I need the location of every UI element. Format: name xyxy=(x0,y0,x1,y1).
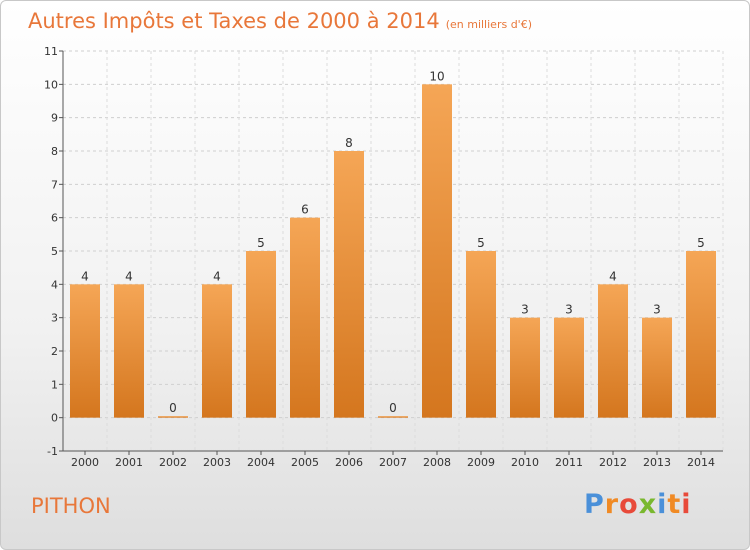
bar[interactable] xyxy=(510,317,540,418)
x-tick-label: 2011 xyxy=(555,456,583,469)
bar-value-label: 4 xyxy=(213,269,221,283)
x-tick-label: 2000 xyxy=(71,456,99,469)
y-tick-label: 4 xyxy=(51,278,58,291)
x-tick-label: 2007 xyxy=(379,456,407,469)
bar-value-label: 0 xyxy=(169,401,177,415)
x-tick-label: 2014 xyxy=(687,456,715,469)
bar[interactable] xyxy=(466,251,496,418)
y-tick-label: 5 xyxy=(51,245,58,258)
bar-value-label: 3 xyxy=(521,303,529,317)
y-tick-label: 0 xyxy=(51,412,58,425)
x-tick-label: 2012 xyxy=(599,456,627,469)
bar[interactable] xyxy=(378,416,408,418)
bar-value-label: 6 xyxy=(301,203,309,217)
y-tick-label: 2 xyxy=(51,345,58,358)
bar[interactable] xyxy=(334,151,364,418)
logo-letter: i xyxy=(657,489,668,520)
y-tick-label: 8 xyxy=(51,145,58,158)
logo-letter: x xyxy=(638,489,658,520)
bar-value-label: 10 xyxy=(429,69,444,83)
x-tick-label: 2013 xyxy=(643,456,671,469)
y-tick-label: 3 xyxy=(51,312,58,325)
x-tick-label: 2010 xyxy=(511,456,539,469)
bar-value-label: 3 xyxy=(565,303,573,317)
y-tick-label: 10 xyxy=(44,78,58,91)
bar-value-label: 5 xyxy=(257,236,265,250)
y-tick-label: 11 xyxy=(44,45,58,58)
bar[interactable] xyxy=(686,251,716,418)
bar-value-label: 4 xyxy=(125,269,133,283)
x-tick-label: 2009 xyxy=(467,456,495,469)
logo-letter: r xyxy=(604,489,620,520)
y-tick-label: -1 xyxy=(47,445,58,458)
bar[interactable] xyxy=(422,84,452,418)
x-tick-label: 2003 xyxy=(203,456,231,469)
x-tick-label: 2006 xyxy=(335,456,363,469)
chart-subtitle: (en milliers d'€) xyxy=(445,18,532,31)
logo-letter: t xyxy=(667,489,682,520)
bar-value-label: 4 xyxy=(609,269,617,283)
bar-value-label: 5 xyxy=(477,236,485,250)
x-tick-label: 2002 xyxy=(159,456,187,469)
title-text: Autres Impôts et Taxes de 2000 à 2014 xyxy=(28,9,440,33)
bar[interactable] xyxy=(114,284,144,418)
bar[interactable] xyxy=(202,284,232,418)
y-tick-label: 7 xyxy=(51,178,58,191)
x-tick-label: 2008 xyxy=(423,456,451,469)
place-name: PITHON xyxy=(31,494,111,518)
bar[interactable] xyxy=(158,416,188,418)
bar[interactable] xyxy=(598,284,628,418)
logo-letter: P xyxy=(584,489,605,520)
bar-value-label: 0 xyxy=(389,401,397,415)
bar[interactable] xyxy=(290,217,320,418)
x-tick-label: 2001 xyxy=(115,456,143,469)
logo-letter: i xyxy=(681,489,692,520)
bar-value-label: 4 xyxy=(81,269,89,283)
y-tick-label: 1 xyxy=(51,378,58,391)
x-tick-label: 2004 xyxy=(247,456,275,469)
bar[interactable] xyxy=(642,317,672,418)
bar-value-label: 8 xyxy=(345,136,353,150)
bar[interactable] xyxy=(554,317,584,418)
bar[interactable] xyxy=(246,251,276,418)
y-tick-label: 9 xyxy=(51,112,58,125)
chart-title: Autres Impôts et Taxes de 2000 à 2014 (en… xyxy=(28,9,532,33)
bar-value-label: 3 xyxy=(653,303,661,317)
y-tick-label: 6 xyxy=(51,212,58,225)
proxiti-logo[interactable]: Proxiti xyxy=(584,489,692,520)
x-tick-label: 2005 xyxy=(291,456,319,469)
logo-letter: o xyxy=(619,489,639,520)
bar-value-label: 5 xyxy=(697,236,705,250)
bar[interactable] xyxy=(70,284,100,418)
